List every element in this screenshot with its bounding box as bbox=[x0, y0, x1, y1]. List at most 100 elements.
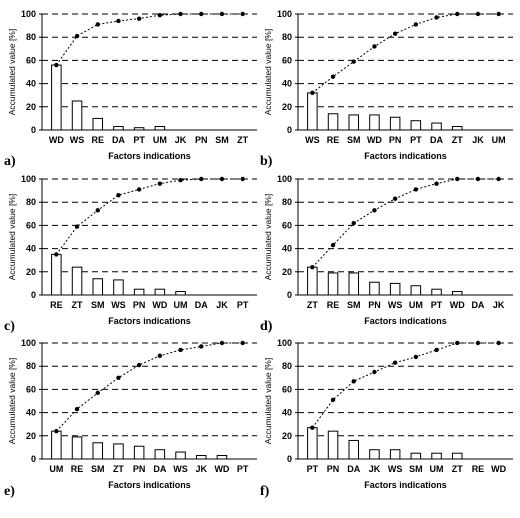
category-label: WD bbox=[214, 464, 229, 474]
cumulative-point bbox=[455, 11, 460, 17]
category-label: PT bbox=[307, 464, 319, 474]
category-label: WS bbox=[388, 300, 403, 310]
category-label: PN bbox=[327, 464, 340, 474]
bar bbox=[92, 278, 104, 296]
y-tick-label: 80 bbox=[26, 197, 36, 207]
category-label: JK bbox=[175, 135, 187, 145]
category-label: DA bbox=[430, 135, 443, 145]
y-tick-label: 40 bbox=[282, 244, 292, 254]
cumulative-point bbox=[116, 18, 121, 24]
cumulative-point bbox=[178, 11, 183, 17]
bar bbox=[92, 117, 104, 131]
category-label: JK bbox=[472, 135, 484, 145]
cumulative-point bbox=[310, 90, 315, 96]
cumulative-point bbox=[330, 397, 336, 403]
category-label: DA bbox=[153, 464, 166, 474]
bar bbox=[431, 452, 442, 460]
bar bbox=[51, 430, 62, 460]
cumulative-line bbox=[56, 342, 243, 432]
cumulative-line bbox=[312, 13, 499, 94]
cumulative-point bbox=[351, 379, 356, 384]
category-label: JK bbox=[195, 464, 207, 474]
cumulative-point bbox=[475, 176, 481, 182]
panel-label: f) bbox=[260, 484, 270, 499]
category-label: SM bbox=[215, 135, 229, 145]
cumulative-point bbox=[351, 59, 356, 64]
cumulative-point bbox=[240, 11, 245, 17]
category-label: UM bbox=[174, 300, 188, 310]
y-tick-label: 60 bbox=[282, 384, 292, 394]
bar bbox=[369, 281, 380, 296]
category-label: WS bbox=[70, 135, 85, 145]
y-tick-label: 80 bbox=[282, 361, 292, 371]
bar bbox=[369, 449, 380, 460]
category-label: ZT bbox=[307, 300, 318, 310]
y-tick-label: 60 bbox=[282, 220, 292, 230]
y-tick-label: 40 bbox=[282, 79, 292, 89]
cumulative-point bbox=[392, 196, 398, 201]
category-label: UM bbox=[153, 135, 167, 145]
cumulative-point bbox=[157, 12, 163, 18]
bar bbox=[175, 291, 186, 296]
cumulative-point bbox=[219, 11, 225, 17]
category-label: JK bbox=[369, 464, 381, 474]
y-tick-label: 100 bbox=[277, 174, 292, 184]
y-axis-label: Accumulated value [%] bbox=[263, 29, 273, 115]
panel-b: 0 20 40 60 80 100 WS RE SM WD PN PT DA ZT JK UM Factors … bbox=[260, 9, 513, 169]
cumulative-point bbox=[136, 16, 142, 21]
category-label: RE bbox=[50, 300, 63, 310]
x-axis-label: Factors indications bbox=[364, 151, 447, 161]
y-tick-label: 0 bbox=[287, 290, 292, 300]
category-label: RE bbox=[327, 135, 340, 145]
bar bbox=[389, 116, 401, 131]
category-label: WS bbox=[388, 464, 403, 474]
category-label: UM bbox=[430, 464, 444, 474]
bar bbox=[113, 443, 124, 460]
y-tick-label: 40 bbox=[26, 408, 36, 418]
cumulative-point bbox=[372, 208, 377, 213]
y-tick-label: 20 bbox=[26, 267, 36, 277]
bar bbox=[410, 285, 422, 296]
cumulative-point bbox=[178, 177, 183, 183]
y-axis-label: Accumulated value [%] bbox=[263, 358, 273, 444]
cumulative-point bbox=[199, 11, 204, 17]
bar bbox=[195, 455, 207, 460]
cumulative-point bbox=[455, 176, 460, 182]
panel-e: 0 20 40 60 80 100 UM RE SM ZT PN DA WS JK WD PT Factors … bbox=[4, 338, 257, 499]
y-axis-label: Accumulated value [%] bbox=[7, 194, 17, 280]
panel-label: b) bbox=[260, 154, 273, 169]
bar bbox=[113, 126, 124, 131]
category-label: PN bbox=[195, 135, 208, 145]
cumulative-line bbox=[312, 178, 499, 268]
category-label: ZT bbox=[72, 300, 83, 310]
category-label: UM bbox=[49, 464, 63, 474]
panel-label: e) bbox=[4, 484, 15, 499]
panel-c: 0 20 40 60 80 100 RE ZT SM WS PN WD UM DA JK PT Factors … bbox=[4, 174, 257, 334]
panel-label: c) bbox=[4, 319, 15, 334]
cumulative-point bbox=[199, 344, 204, 349]
y-tick-label: 60 bbox=[26, 384, 36, 394]
category-label: DA bbox=[347, 464, 360, 474]
y-tick-label: 100 bbox=[277, 338, 292, 348]
category-label: RE bbox=[327, 300, 340, 310]
bar bbox=[348, 114, 360, 131]
cumulative-point bbox=[496, 340, 501, 346]
bar bbox=[154, 449, 166, 460]
cumulative-point bbox=[455, 340, 460, 346]
cumulative-line bbox=[311, 342, 499, 428]
cumulative-point bbox=[116, 375, 121, 380]
cumulative-line bbox=[55, 13, 243, 66]
y-tick-label: 20 bbox=[26, 102, 36, 112]
y-axis-label: Accumulated value [%] bbox=[7, 358, 17, 444]
bar bbox=[133, 127, 145, 131]
bar bbox=[51, 253, 62, 296]
bar bbox=[327, 430, 339, 460]
cumulative-point bbox=[310, 264, 315, 270]
category-label: RE bbox=[91, 135, 104, 145]
cumulative-point bbox=[178, 347, 183, 353]
y-tick-label: 60 bbox=[26, 220, 36, 230]
bar bbox=[431, 122, 442, 131]
panel-d: 0 20 40 60 80 100 ZT RE SM PN WS UM PT WD DA JK Factors … bbox=[260, 174, 513, 334]
